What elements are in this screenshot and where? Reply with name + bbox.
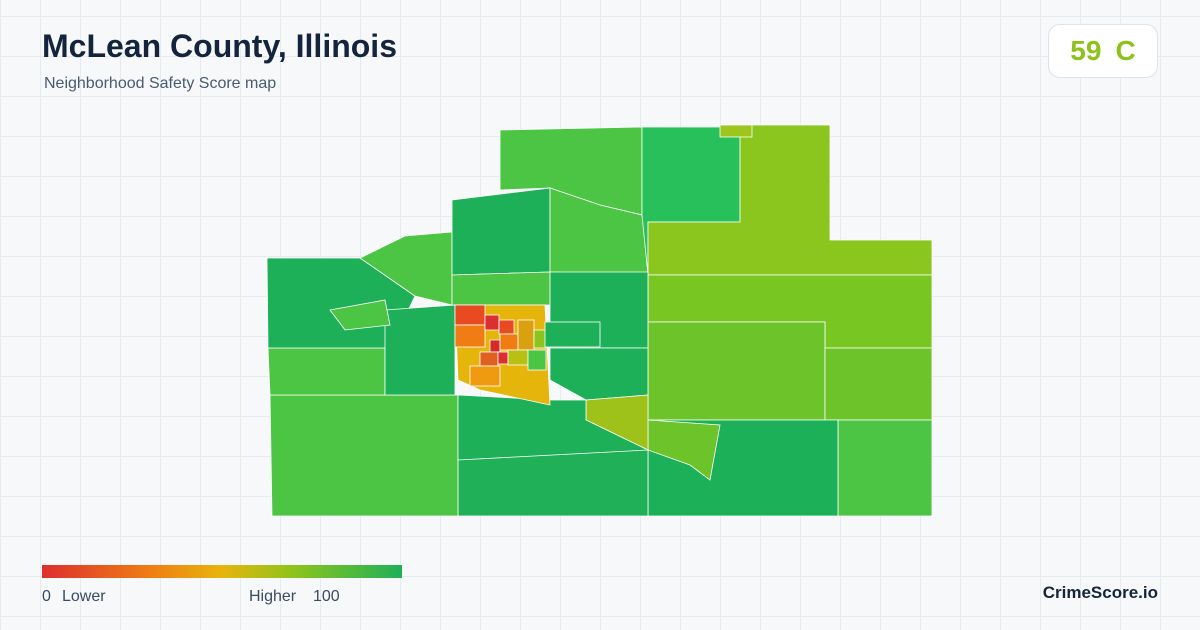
legend-min-label: Lower	[62, 588, 106, 605]
region	[484, 314, 500, 331]
region	[469, 365, 501, 387]
region	[517, 319, 535, 351]
region	[489, 339, 501, 353]
region	[549, 347, 649, 401]
region	[507, 349, 529, 366]
legend-max-label: Higher	[249, 588, 297, 605]
region	[549, 187, 649, 276]
region	[497, 351, 509, 365]
region	[719, 124, 753, 138]
title: McLean County, Illinois	[42, 28, 397, 64]
legend-min: 0	[42, 588, 51, 605]
score-badge: 59 C	[1048, 24, 1158, 78]
region	[384, 304, 456, 396]
legend-max: 100	[313, 588, 340, 605]
subtitle: Neighborhood Safety Score map	[44, 75, 277, 92]
region	[269, 394, 459, 517]
region	[454, 304, 486, 326]
region	[479, 351, 499, 367]
score-grade: C	[1115, 35, 1136, 66]
region	[837, 419, 933, 517]
region	[544, 321, 601, 348]
score-value: 59	[1070, 35, 1102, 66]
region	[498, 319, 515, 335]
region	[499, 333, 519, 351]
legend-gradient	[42, 565, 402, 578]
region	[454, 324, 486, 348]
brand: CrimeScore.io	[1042, 583, 1158, 602]
region	[451, 271, 551, 306]
region	[451, 187, 551, 276]
region	[527, 349, 547, 371]
region	[267, 347, 386, 396]
region	[824, 347, 933, 421]
region	[329, 299, 391, 331]
region	[647, 321, 826, 421]
